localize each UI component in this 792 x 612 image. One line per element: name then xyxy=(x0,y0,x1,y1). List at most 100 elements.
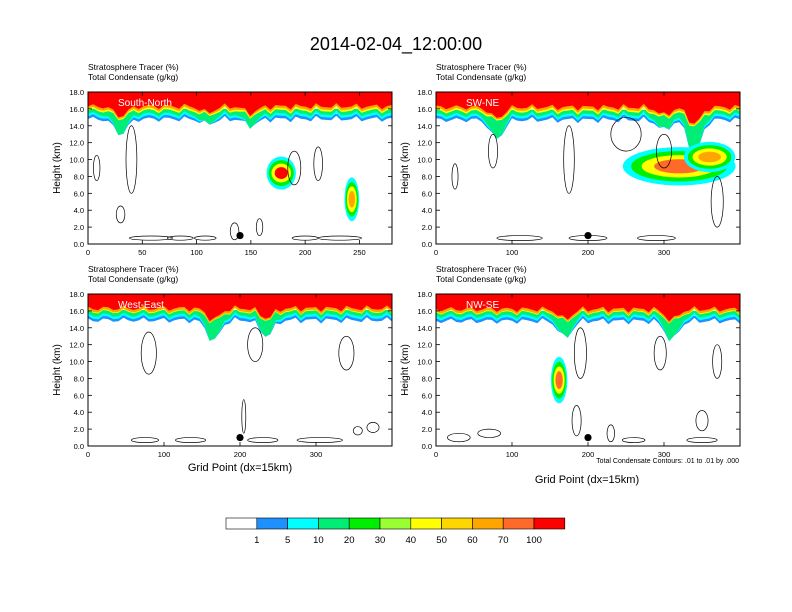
colorbar-label: 20 xyxy=(344,535,355,546)
colorbar-swatch xyxy=(472,517,504,530)
panel-sw-ne: Stratosphere Tracer (%)Total Condensate … xyxy=(400,62,741,257)
condensate-contour xyxy=(338,335,355,371)
condensate-contour xyxy=(563,125,575,194)
plot-frame xyxy=(87,91,393,245)
x-tick-label: 250 xyxy=(353,248,366,257)
tracer-band-layer xyxy=(436,92,740,124)
plot-area xyxy=(88,294,392,443)
y-tick-label: 4.0 xyxy=(74,206,84,215)
y-tick-label: 16.0 xyxy=(417,307,432,316)
panels: Stratosphere Tracer (%)Total Condensate … xyxy=(52,62,741,459)
colorbar-label: 1 xyxy=(254,535,259,546)
condensate-contour xyxy=(610,116,642,152)
tracer-band-layer xyxy=(88,304,392,323)
figure-title: 2014-02-04_12:00:00 xyxy=(310,34,482,55)
y-tick-label: 8.0 xyxy=(422,172,432,181)
y-axis-label: Height (km) xyxy=(52,344,63,396)
colorbar: 1 5 10 20 30 40 50 60 70 100 xyxy=(225,517,566,546)
condensate-contour xyxy=(710,176,724,228)
y-tick-label: 18.0 xyxy=(69,290,84,299)
y-tick-label: 12.0 xyxy=(417,139,432,148)
x-tick-label: 0 xyxy=(434,248,438,257)
condensate-contour xyxy=(140,331,157,375)
y-tick-label: 4.0 xyxy=(74,408,84,417)
x-tick-label: 150 xyxy=(245,248,258,257)
low-cloud-contour xyxy=(175,437,207,443)
panel-label-tracer: Stratosphere Tracer (%) xyxy=(436,62,527,72)
tracer-band-layer xyxy=(436,310,740,341)
tracer-band-layer xyxy=(88,108,392,135)
y-tick-label: 4.0 xyxy=(422,408,432,417)
colorbar-swatch xyxy=(287,517,319,530)
low-cloud-contour xyxy=(686,437,718,443)
y-tick-label: 0.0 xyxy=(422,240,432,249)
colorbar-swatch xyxy=(225,517,258,530)
colorbar-label: 100 xyxy=(526,535,542,546)
colorbar-swatch xyxy=(348,517,381,530)
x-axis-label-right: Grid Point (dx=15km) xyxy=(535,474,639,486)
panel-label-condensate: Total Condensate (g/kg) xyxy=(436,274,526,284)
condensate-contour xyxy=(352,426,363,436)
low-cloud-contour xyxy=(621,437,646,443)
panel-label-tracer: Stratosphere Tracer (%) xyxy=(436,264,527,274)
low-cloud-contour xyxy=(637,235,676,241)
colorbar-label: 70 xyxy=(498,535,509,546)
x-axis-label-left: Grid Point (dx=15km) xyxy=(188,462,292,474)
y-tick-label: 12.0 xyxy=(69,341,84,350)
y-tick-label: 0.0 xyxy=(74,240,84,249)
y-tick-label: 8.0 xyxy=(422,374,432,383)
condensate-contour xyxy=(115,205,126,224)
y-tick-label: 18.0 xyxy=(69,88,84,97)
low-cloud-contour xyxy=(166,235,194,241)
colorbar-label: 5 xyxy=(285,535,290,546)
panel-name: SW-NE xyxy=(466,98,499,109)
y-tick-label: 16.0 xyxy=(69,105,84,114)
colorbar-swatch xyxy=(410,517,442,530)
y-tick-label: 14.0 xyxy=(417,122,432,131)
panel-label-condensate: Total Condensate (g/kg) xyxy=(88,72,178,82)
tracer-blob xyxy=(348,190,356,208)
condensate-contour xyxy=(229,222,240,241)
condensate-contour xyxy=(695,410,709,432)
low-cloud-contour xyxy=(130,437,160,443)
y-tick-label: 2.0 xyxy=(74,425,84,434)
plot-area xyxy=(88,92,392,241)
x-tick-label: 200 xyxy=(234,450,247,459)
condensate-contour xyxy=(255,218,264,236)
colorbar-label: 50 xyxy=(436,535,447,546)
x-tick-label: 300 xyxy=(658,248,671,257)
x-tick-label: 0 xyxy=(434,450,438,459)
y-tick-label: 8.0 xyxy=(74,374,84,383)
y-tick-label: 12.0 xyxy=(417,341,432,350)
condensate-contour xyxy=(653,335,667,371)
condensate-contour xyxy=(247,327,264,362)
x-tick-label: 100 xyxy=(506,248,519,257)
colorbar-swatch xyxy=(379,517,412,530)
x-tick-label: 0 xyxy=(86,450,90,459)
condensate-contour xyxy=(712,344,723,379)
panel-name: West-East xyxy=(118,300,164,311)
condensate-contour xyxy=(571,405,582,437)
x-tick-label: 200 xyxy=(582,450,595,459)
low-cloud-contour xyxy=(477,428,501,438)
x-tick-label: 300 xyxy=(658,450,671,459)
y-tick-label: 14.0 xyxy=(69,324,84,333)
low-cloud-contour xyxy=(296,437,343,443)
colorbar-swatch xyxy=(502,517,535,530)
y-tick-label: 2.0 xyxy=(422,425,432,434)
colorbar-swatch xyxy=(318,517,350,530)
y-tick-label: 10.0 xyxy=(417,156,432,165)
tracer-band-layer xyxy=(88,294,392,322)
y-tick-label: 18.0 xyxy=(417,290,432,299)
low-cloud-contour xyxy=(291,235,319,241)
location-marker xyxy=(584,231,592,240)
x-tick-label: 300 xyxy=(310,450,323,459)
condensate-contour xyxy=(488,133,498,169)
y-tick-label: 0.0 xyxy=(74,442,84,451)
x-tick-label: 200 xyxy=(582,248,595,257)
location-marker xyxy=(236,231,244,240)
footnote: Total Condensate Contours: .01 to .01 by… xyxy=(596,458,739,465)
x-tick-label: 200 xyxy=(299,248,312,257)
colorbar-swatch xyxy=(533,517,566,530)
panel-west-east: Stratosphere Tracer (%)Total Condensate … xyxy=(52,264,393,459)
